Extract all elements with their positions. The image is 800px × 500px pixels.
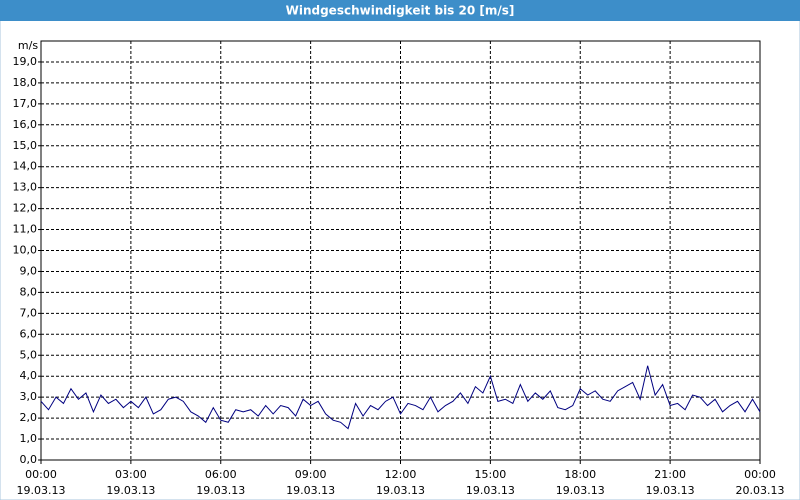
y-tick-label: 2,0	[20, 411, 38, 424]
x-tick-label: 12:00	[385, 468, 417, 481]
y-tick-label: 0,0	[20, 453, 38, 466]
y-tick-label: 8,0	[20, 285, 38, 298]
y-tick-label: 15,0	[13, 139, 38, 152]
title-bar	[0, 0, 800, 21]
y-tick-label: 9,0	[20, 264, 38, 277]
y-tick-label: 16,0	[13, 118, 38, 131]
x-tick-date: 19.03.13	[646, 484, 695, 497]
x-tick-date: 19.03.13	[556, 484, 605, 497]
x-tick-label: 18:00	[564, 468, 596, 481]
x-tick-label: 00:00	[744, 468, 776, 481]
x-tick-label: 15:00	[475, 468, 507, 481]
chart-title: Windgeschwindigkeit bis 20 [m/s]	[286, 4, 515, 18]
x-tick-label: 09:00	[295, 468, 327, 481]
x-tick-label: 03:00	[115, 468, 147, 481]
y-tick-label: 5,0	[20, 348, 38, 361]
y-tick-label: 11,0	[13, 223, 38, 236]
y-tick-label: 3,0	[20, 390, 38, 403]
y-tick-label: 1,0	[20, 432, 38, 445]
x-tick-date: 19.03.13	[286, 484, 335, 497]
x-tick-label: 00:00	[25, 468, 57, 481]
y-tick-label: 14,0	[13, 160, 38, 173]
x-tick-date: 19.03.13	[196, 484, 245, 497]
y-tick-label: 13,0	[13, 181, 38, 194]
x-tick-date: 20.03.13	[736, 484, 785, 497]
x-tick-date: 19.03.13	[466, 484, 515, 497]
y-tick-label: 19,0	[13, 55, 38, 68]
x-tick-label: 06:00	[205, 468, 237, 481]
y-tick-label: 4,0	[20, 369, 38, 382]
y-tick-label: 7,0	[20, 306, 38, 319]
y-axis-label: m/s	[18, 39, 38, 52]
y-tick-label: 10,0	[13, 244, 38, 257]
data-line	[40, 365, 761, 430]
y-tick-label: 17,0	[13, 97, 38, 110]
x-tick-date: 19.03.13	[376, 484, 425, 497]
x-tick-date: 19.03.13	[106, 484, 155, 497]
x-tick-date: 19.03.13	[17, 484, 66, 497]
y-tick-label: 6,0	[20, 327, 38, 340]
y-tick-label: 12,0	[13, 202, 38, 215]
x-tick-label: 21:00	[654, 468, 686, 481]
y-tick-label: 18,0	[13, 76, 38, 89]
